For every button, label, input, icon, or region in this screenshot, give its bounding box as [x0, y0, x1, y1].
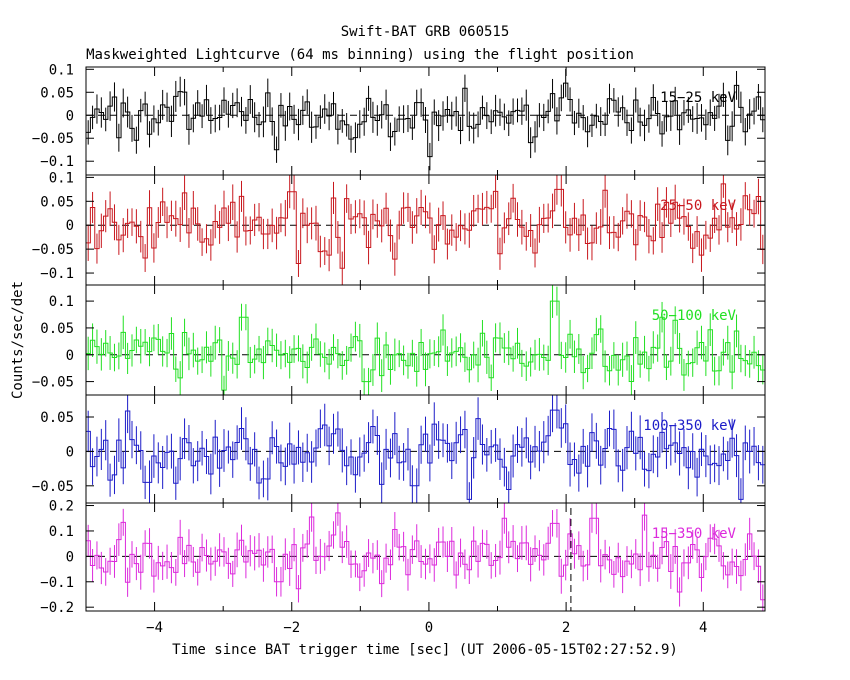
series-line-5 — [86, 512, 765, 601]
y-tick-label: 0 — [66, 108, 74, 124]
band-label: 25−50 keV — [660, 198, 736, 214]
panel-4: 0.05 0 −0.05 100−350 keV — [32, 394, 766, 504]
y-tick-label: 0 — [66, 444, 74, 460]
y-tick-label: 0.05 — [40, 410, 74, 426]
y-tick-label: 0.1 — [49, 524, 74, 540]
x-axis-label: Time since BAT trigger time [sec] (UT 20… — [172, 642, 678, 658]
y-tick-label: 0.1 — [49, 62, 74, 78]
y-tick-label: −0.05 — [32, 375, 74, 391]
series-line-3 — [86, 300, 765, 391]
panel-5: 0.2 0.1 0 −0.1 −0.2 15−350 keV — [40, 499, 766, 616]
series-line-2 — [86, 183, 765, 269]
y-tick-label: 0.1 — [49, 294, 74, 310]
chart-subtitle: Maskweighted Lightcurve (64 ms binning) … — [86, 47, 634, 63]
y-tick-label: −0.05 — [32, 242, 74, 258]
series-line-4 — [86, 409, 765, 500]
panel-1: 0.1 0.05 0 −0.05 −0.1 15−25 keV — [32, 62, 766, 176]
panel-3: 0.1 0.05 0 −0.05 50−100 keV — [32, 284, 766, 396]
y-tick-label: 0.05 — [40, 321, 74, 337]
y-tick-label: −0.05 — [32, 479, 74, 495]
band-label: 50−100 keV — [652, 308, 737, 324]
panel-frame — [85, 502, 766, 612]
y-tick-label: 0.05 — [40, 85, 74, 101]
y-tick-label: −0.1 — [40, 575, 74, 591]
y-tick-label: 0 — [66, 549, 74, 565]
y-tick-label: 0.2 — [49, 499, 74, 515]
y-tick-label: 0 — [66, 348, 74, 364]
x-tick-label: −4 — [146, 620, 163, 636]
band-label: 15−25 keV — [660, 90, 736, 106]
y-tick-label: −0.1 — [40, 266, 74, 282]
x-tick-label: 2 — [562, 620, 570, 636]
x-tick-label: 0 — [425, 620, 433, 636]
panels-group: 0.1 0.05 0 −0.05 −0.1 15−25 keV 0.1 0.05 0 −0.05 −… — [32, 62, 766, 636]
y-tick-label: −0.2 — [40, 600, 74, 616]
x-tick-label: 4 — [699, 620, 707, 636]
y-tick-label: −0.1 — [40, 154, 74, 170]
y-tick-label: 0.1 — [49, 170, 74, 186]
y-tick-label: 0 — [66, 218, 74, 234]
series-line-1 — [86, 82, 765, 158]
chart-title: Swift-BAT GRB 060515 — [341, 24, 510, 40]
y-tick-label: 0.05 — [40, 194, 74, 210]
y-tick-label: −0.05 — [32, 131, 74, 147]
band-label: 100−350 keV — [643, 418, 736, 434]
y-axis-label: Counts/sec/det — [10, 281, 26, 399]
band-label: 15−350 keV — [652, 526, 737, 542]
x-tick-label: −2 — [283, 620, 300, 636]
